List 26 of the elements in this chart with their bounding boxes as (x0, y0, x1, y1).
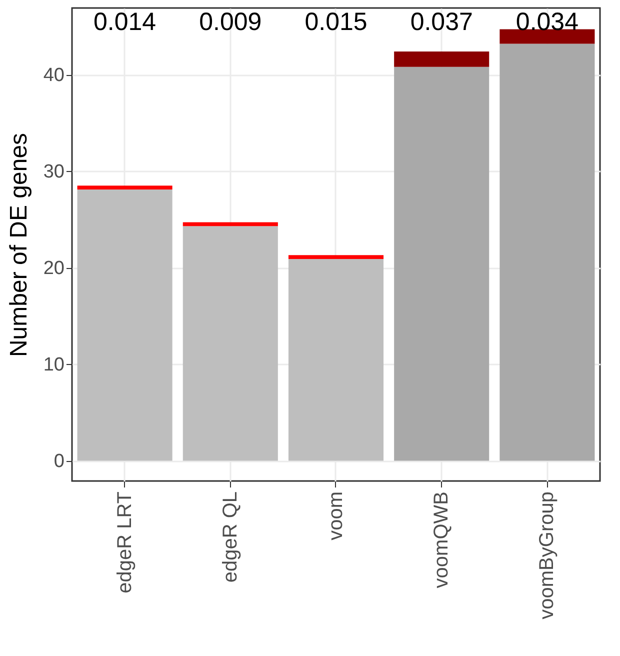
annotation: 0.014 (94, 8, 156, 36)
bar (500, 29, 595, 44)
x-tick-label: edgeR QL (219, 492, 242, 583)
y-tick-label: 10 (43, 354, 64, 376)
annotation: 0.015 (304, 8, 368, 36)
y-tick-label: 0 (54, 451, 64, 472)
annotation: 0.037 (410, 8, 473, 36)
bar (394, 66, 490, 461)
bar (182, 222, 278, 226)
annotation: 0.009 (199, 8, 262, 36)
bar (77, 189, 172, 461)
x-tick-label: voom (325, 492, 347, 540)
y-axis-title: Number of DE genes (5, 132, 32, 358)
x-tick-label: edgeR LRT (114, 492, 136, 594)
bar (288, 255, 384, 259)
y-tick-label: 20 (43, 258, 64, 280)
bar (182, 226, 278, 461)
y-tick-label: 40 (43, 65, 64, 86)
bar (394, 51, 490, 67)
bar (500, 44, 595, 461)
bar (288, 258, 384, 461)
x-tick-label: voomByGroup (536, 492, 558, 620)
annotation: 0.034 (516, 8, 579, 36)
bar (77, 186, 172, 190)
y-tick-label: 30 (43, 162, 64, 183)
x-tick-label: voomQWB (430, 492, 453, 588)
